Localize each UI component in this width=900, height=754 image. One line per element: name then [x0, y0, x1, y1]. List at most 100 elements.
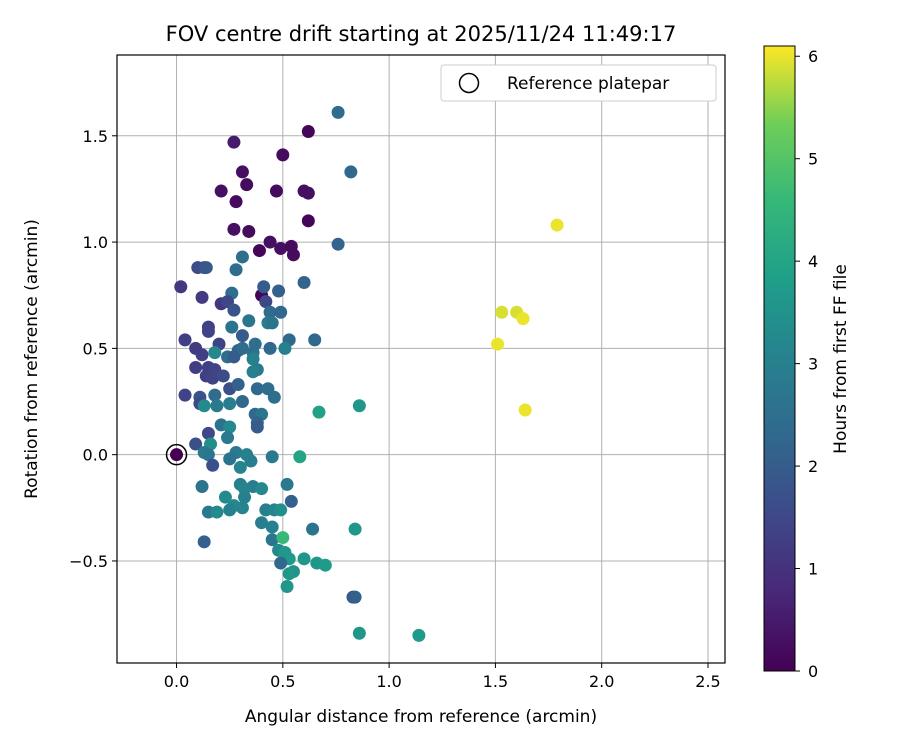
data-point — [225, 320, 239, 334]
data-point — [293, 450, 307, 464]
grid — [117, 55, 725, 663]
data-point — [201, 426, 215, 440]
y-tick-label: 1.5 — [83, 127, 108, 146]
data-point — [206, 371, 220, 385]
data-point — [216, 369, 230, 383]
data-point — [282, 567, 296, 581]
x-tick-label: 2.0 — [589, 672, 614, 691]
data-point — [308, 333, 322, 347]
y-tick-label: 1.0 — [83, 233, 108, 252]
data-point — [491, 337, 505, 351]
data-point — [218, 490, 232, 504]
chart-title: FOV centre drift starting at 2025/11/24 … — [166, 22, 677, 46]
data-point — [301, 125, 315, 139]
y-tick-label: 0.0 — [83, 446, 108, 465]
data-point — [227, 135, 241, 149]
data-point — [199, 261, 213, 275]
colorbar-tick-label: 5 — [808, 150, 818, 169]
data-point — [246, 352, 260, 366]
x-tick-label: 1.5 — [483, 672, 508, 691]
data-point — [274, 305, 288, 319]
data-point — [250, 382, 264, 396]
data-point — [344, 165, 358, 179]
data-point — [259, 295, 273, 309]
data-point — [255, 482, 269, 496]
legend-marker-icon — [458, 72, 480, 94]
x-tick-label: 2.5 — [695, 672, 720, 691]
data-point — [229, 195, 243, 209]
data-point — [301, 214, 315, 228]
x-tick-label: 0.0 — [164, 672, 189, 691]
data-point — [272, 284, 286, 298]
data-point — [208, 346, 222, 360]
data-point — [263, 305, 277, 319]
data-point — [210, 399, 224, 413]
data-points — [165, 105, 564, 642]
data-point — [274, 241, 288, 255]
data-point — [274, 503, 288, 517]
x-axis-ticks: 0.0 0.5 1.0 1.5 2.0 2.5 — [164, 663, 721, 691]
data-point — [518, 403, 532, 417]
data-point — [227, 222, 241, 236]
data-point — [206, 458, 220, 472]
y-axis-ticks: −0.5 0.0 0.5 1.0 1.5 — [69, 127, 117, 571]
data-point — [235, 395, 249, 409]
data-point — [235, 501, 249, 515]
x-axis-label: Angular distance from reference (arcmin) — [245, 707, 597, 727]
data-point — [306, 522, 320, 536]
data-point — [214, 184, 228, 198]
data-point — [244, 454, 258, 468]
data-point — [348, 590, 362, 604]
colorbar-tick-label: 0 — [808, 662, 818, 681]
data-point — [197, 535, 211, 549]
y-tick-label: −0.5 — [69, 552, 108, 571]
data-point — [250, 420, 264, 434]
data-point — [352, 399, 366, 413]
legend: Reference platepar — [440, 64, 717, 102]
data-point — [274, 556, 288, 570]
data-point — [201, 448, 215, 462]
data-point — [267, 390, 281, 404]
y-tick-label: 0.5 — [83, 339, 108, 358]
data-point — [265, 316, 279, 330]
data-point — [178, 333, 192, 347]
data-point — [235, 329, 249, 343]
data-point — [286, 248, 300, 262]
data-point — [257, 280, 271, 294]
data-point — [265, 450, 279, 464]
data-point — [238, 490, 252, 504]
legend-box — [440, 64, 717, 102]
data-point — [495, 305, 509, 319]
colorbar-label: Hours from first FF file — [831, 264, 851, 454]
data-point — [412, 628, 426, 642]
data-point — [278, 341, 292, 355]
colorbar-gradient — [763, 45, 796, 672]
x-tick-label: 0.5 — [270, 672, 295, 691]
data-point — [240, 178, 254, 192]
legend-label: Reference platepar — [507, 74, 669, 94]
data-point — [197, 399, 211, 413]
data-point — [242, 224, 256, 238]
data-point — [331, 237, 345, 251]
data-point — [280, 477, 294, 491]
data-point — [297, 552, 311, 566]
data-point — [189, 437, 203, 451]
data-point — [195, 348, 209, 362]
data-point — [352, 626, 366, 640]
data-point — [231, 378, 245, 392]
x-tick-label: 1.0 — [376, 672, 401, 691]
y-axis-label: Rotation from reference (arcmin) — [22, 219, 42, 499]
data-point — [223, 420, 237, 434]
reference-marker — [165, 443, 188, 466]
data-point — [265, 520, 279, 534]
data-point — [276, 531, 290, 545]
data-point — [178, 388, 192, 402]
data-point — [297, 275, 311, 289]
data-point — [201, 324, 215, 338]
data-point — [252, 244, 266, 258]
data-point — [174, 280, 188, 294]
data-point — [235, 250, 249, 264]
data-point — [229, 263, 243, 277]
data-point — [255, 516, 269, 530]
